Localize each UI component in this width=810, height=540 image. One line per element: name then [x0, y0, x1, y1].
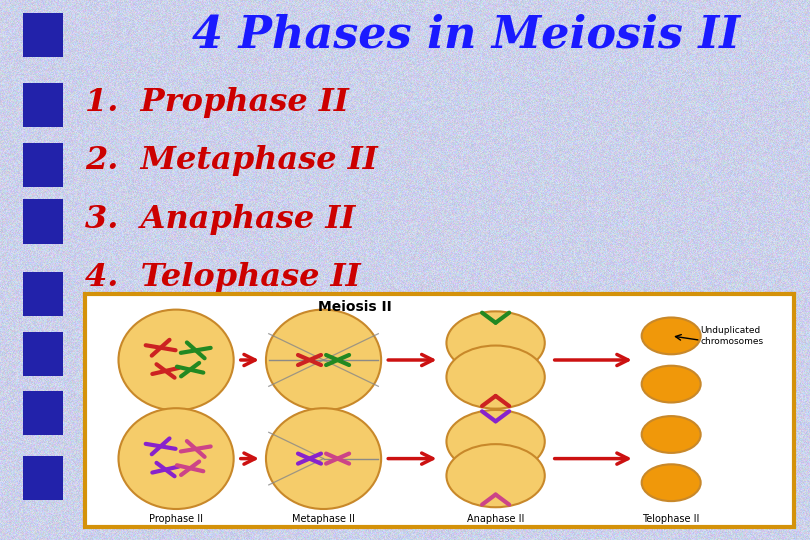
Text: Metaphase II: Metaphase II	[292, 514, 355, 524]
FancyBboxPatch shape	[23, 83, 63, 127]
Text: Telophase II: Telophase II	[642, 514, 700, 524]
FancyBboxPatch shape	[23, 456, 63, 500]
Ellipse shape	[118, 408, 233, 509]
Text: 3.  Anaphase II: 3. Anaphase II	[85, 204, 356, 235]
Ellipse shape	[446, 346, 545, 409]
Text: 4.  Telophase II: 4. Telophase II	[85, 262, 360, 293]
Ellipse shape	[266, 309, 382, 410]
FancyBboxPatch shape	[23, 199, 63, 244]
FancyBboxPatch shape	[23, 13, 63, 57]
Ellipse shape	[446, 410, 545, 473]
Ellipse shape	[446, 444, 545, 507]
Text: Prophase II: Prophase II	[149, 514, 203, 524]
Ellipse shape	[446, 312, 545, 374]
FancyBboxPatch shape	[23, 391, 63, 435]
FancyBboxPatch shape	[23, 272, 63, 316]
Text: Anaphase II: Anaphase II	[467, 514, 524, 524]
Text: Unduplicated
chromosomes: Unduplicated chromosomes	[701, 326, 764, 346]
Ellipse shape	[642, 366, 701, 402]
FancyBboxPatch shape	[85, 294, 794, 526]
FancyBboxPatch shape	[23, 143, 63, 187]
Ellipse shape	[642, 318, 701, 354]
FancyBboxPatch shape	[23, 332, 63, 376]
Ellipse shape	[266, 408, 382, 509]
Ellipse shape	[118, 309, 233, 410]
Text: 2.  Metaphase II: 2. Metaphase II	[85, 145, 377, 177]
Text: Meiosis II: Meiosis II	[318, 300, 392, 314]
Text: 4 Phases in Meiosis II: 4 Phases in Meiosis II	[192, 14, 740, 57]
Ellipse shape	[642, 464, 701, 501]
Ellipse shape	[642, 416, 701, 453]
Text: 1.  Prophase II: 1. Prophase II	[85, 87, 349, 118]
